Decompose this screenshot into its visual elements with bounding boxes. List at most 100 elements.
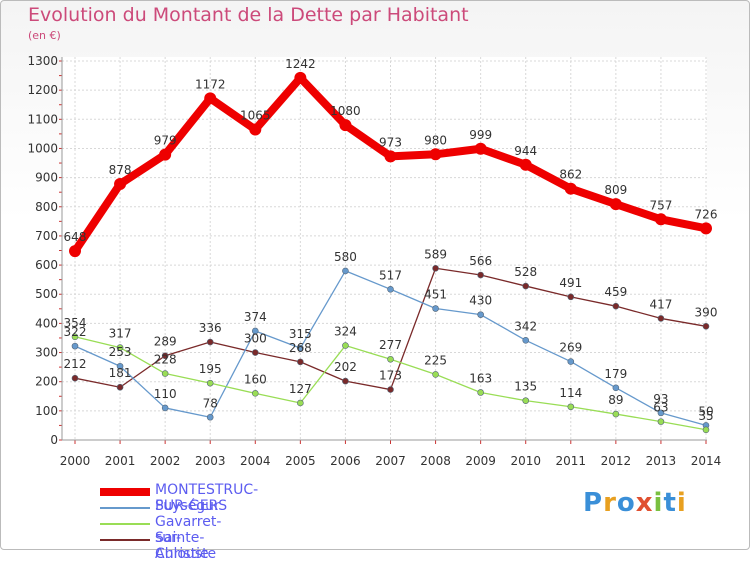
data-label: 269 <box>559 341 582 355</box>
data-point <box>294 71 307 84</box>
data-label: 50 <box>698 404 713 418</box>
y-tick-label: 1100 <box>27 112 58 126</box>
data-label: 491 <box>559 276 582 290</box>
data-point <box>657 418 665 425</box>
data-label: 135 <box>514 380 537 394</box>
data-point <box>432 264 439 272</box>
data-label: 225 <box>424 353 447 367</box>
data-label: 300 <box>244 332 267 346</box>
data-label: 973 <box>379 135 402 149</box>
data-point <box>519 158 532 171</box>
y-tick-label: 200 <box>35 375 58 389</box>
data-point <box>477 389 484 396</box>
data-label: 417 <box>649 297 672 311</box>
data-point <box>612 302 620 310</box>
data-label: 944 <box>514 144 537 158</box>
data-label: 317 <box>109 327 132 341</box>
data-label: 315 <box>289 327 312 341</box>
data-label: 277 <box>379 338 402 352</box>
data-label: 980 <box>424 133 447 147</box>
data-label: 195 <box>199 362 222 376</box>
data-point <box>429 148 442 161</box>
data-label: 253 <box>109 345 132 359</box>
data-point <box>251 349 259 356</box>
x-tick-label: 2011 <box>556 454 587 468</box>
data-label: 580 <box>334 250 357 264</box>
plot-area <box>62 57 707 440</box>
data-label: 589 <box>424 247 447 261</box>
data-point <box>249 123 262 136</box>
x-tick-label: 2006 <box>330 454 361 468</box>
data-point <box>567 358 575 365</box>
data-label: 451 <box>424 288 447 302</box>
data-point <box>71 333 79 341</box>
chart-title: Evolution du Montant de la Dette par Hab… <box>28 4 469 26</box>
data-point <box>116 344 124 351</box>
data-label: 726 <box>695 207 718 221</box>
data-point <box>432 371 439 378</box>
proxiti-logo: Proxiti <box>583 488 687 518</box>
data-point <box>477 271 484 279</box>
x-tick-label: 2003 <box>195 454 226 468</box>
data-label: 63 <box>653 401 668 415</box>
x-tick-label: 2013 <box>646 454 677 468</box>
data-point <box>161 352 169 360</box>
y-tick-label: 700 <box>35 229 58 243</box>
x-tick-label: 2005 <box>285 454 316 468</box>
data-label: 342 <box>514 319 537 333</box>
data-label: 430 <box>469 294 492 308</box>
data-point <box>342 342 349 349</box>
data-point <box>654 213 667 226</box>
data-point <box>387 285 394 293</box>
data-label: 517 <box>379 268 402 282</box>
data-point <box>297 358 304 366</box>
y-tick-label: 1200 <box>27 83 58 97</box>
data-point <box>159 148 172 161</box>
legend-label: Sainte-Christie <box>155 530 209 562</box>
data-label: 322 <box>64 325 87 339</box>
data-label: 160 <box>244 372 267 386</box>
x-tick-label: 2012 <box>601 454 632 468</box>
data-point <box>657 409 665 417</box>
y-tick-label: 0 <box>50 433 58 447</box>
data-point <box>522 282 530 290</box>
data-point <box>522 336 530 344</box>
data-label: 566 <box>469 254 492 268</box>
data-point <box>161 370 169 377</box>
data-label: 862 <box>559 168 582 182</box>
data-label: 127 <box>289 382 312 396</box>
data-point <box>116 383 124 391</box>
x-tick-label: 2004 <box>240 454 271 468</box>
line-chart: 0 100 200 300 400 500 600 700 800 900 1000 1100 1200… <box>27 54 721 468</box>
legend-swatch <box>100 488 150 496</box>
data-point <box>567 293 575 301</box>
data-point <box>206 338 214 346</box>
data-point <box>609 198 622 211</box>
y-tick-label: 600 <box>35 258 58 272</box>
data-label: 390 <box>695 305 718 319</box>
data-point <box>657 315 665 322</box>
x-tick-label: 2002 <box>150 454 181 468</box>
data-label: 1065 <box>240 109 271 123</box>
data-point <box>71 374 79 382</box>
data-point <box>251 327 259 335</box>
data-point <box>206 379 214 387</box>
data-label: 528 <box>514 265 537 279</box>
x-tick-label: 2009 <box>465 454 496 468</box>
data-label: 354 <box>64 316 87 330</box>
data-point <box>342 267 349 275</box>
legend-label: MONTESTRUC-SUR-GERS <box>155 482 259 514</box>
data-point <box>297 399 304 407</box>
data-label: 979 <box>154 134 177 148</box>
data-label: 181 <box>109 366 132 380</box>
data-point <box>116 362 124 370</box>
data-label: 289 <box>154 335 177 349</box>
data-point <box>339 119 352 132</box>
unit-label: (en €) <box>28 29 61 42</box>
x-tick-label: 2001 <box>105 454 136 468</box>
x-tick-label: 2000 <box>60 454 91 468</box>
data-point <box>114 178 127 191</box>
data-label: 228 <box>154 353 177 367</box>
data-point <box>432 305 439 312</box>
data-point <box>612 384 620 392</box>
